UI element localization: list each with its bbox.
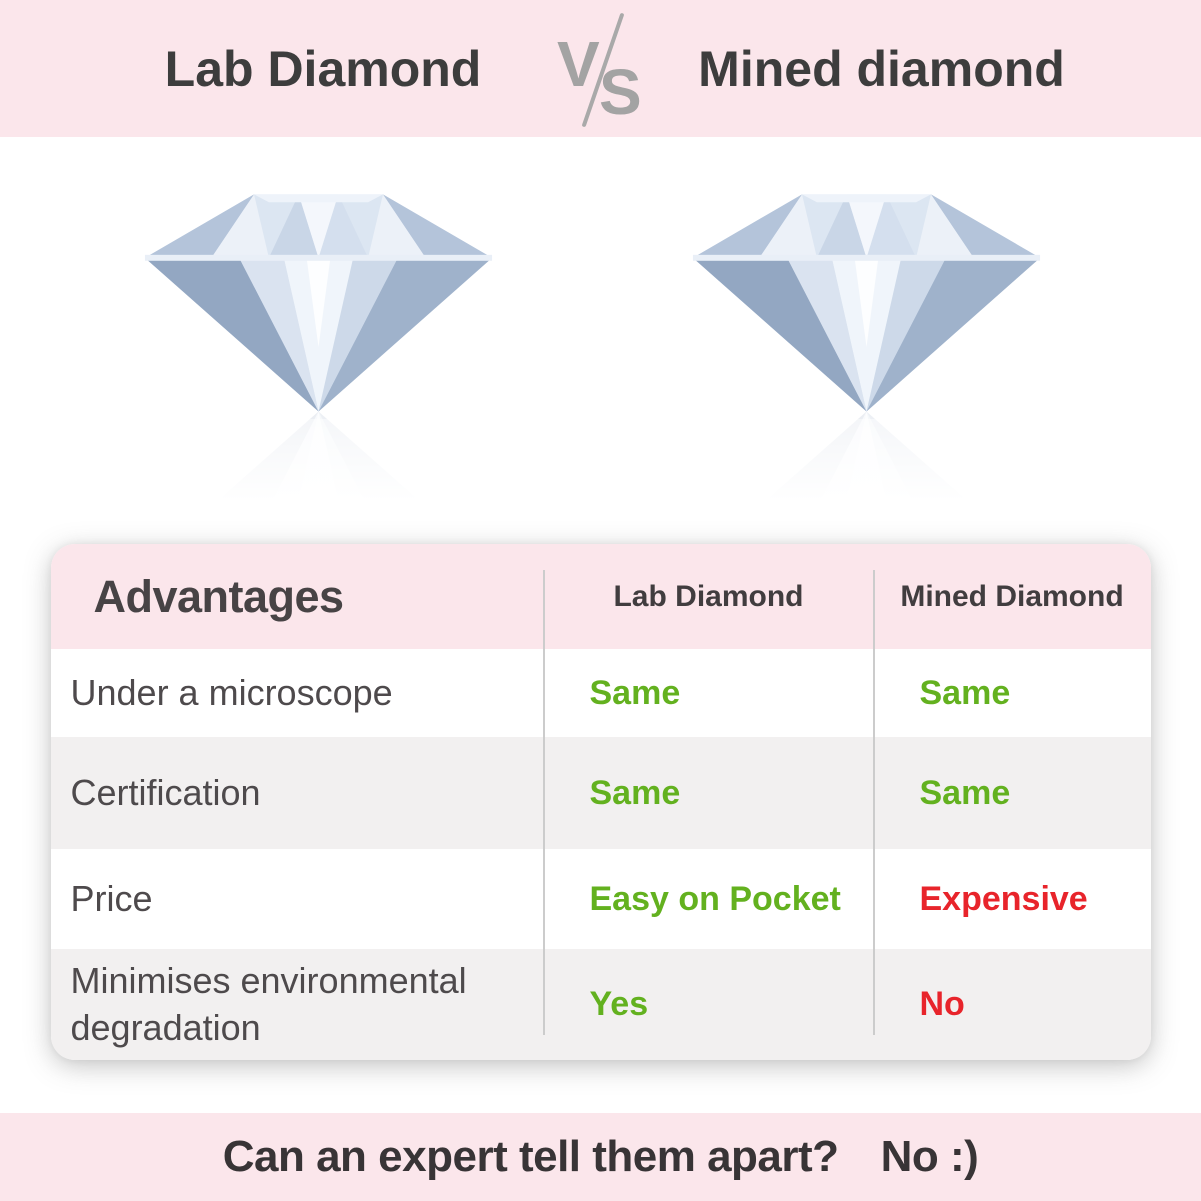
lab-diamond-column-header: Lab Diamond	[613, 579, 804, 613]
row-label: Under a microscope	[70, 671, 393, 713]
vs-icon: V S	[555, 8, 647, 132]
reflection-fade	[688, 419, 1045, 524]
mined-value: Same	[919, 673, 1011, 712]
table-header-row: Advantages Lab Diamond Mined Diamond	[50, 544, 1151, 649]
mined-diamond-image	[688, 187, 1045, 524]
top-banner: Lab Diamond V S Mined diamond	[0, 0, 1201, 137]
mined-diamond-title: Mined diamond	[698, 40, 1065, 97]
lab-value: Same	[589, 773, 681, 812]
mined-diamond-column-header: Mined Diamond	[900, 579, 1124, 613]
row-label: Minimises environmental degradation	[70, 959, 467, 1048]
lab-value: Yes	[589, 985, 649, 1023]
diamond-images-section	[0, 137, 1201, 544]
lab-value: Easy on Pocket	[589, 879, 841, 918]
row-label: Price	[70, 877, 153, 919]
footer-answer: No :)	[880, 1132, 979, 1181]
footer-question: Can an expert tell them apart?	[222, 1132, 839, 1181]
spacer	[0, 1060, 1201, 1113]
comparison-table: Advantages Lab Diamond Mined Diamond Und…	[50, 544, 1151, 1060]
mined-value: No	[919, 985, 965, 1023]
table-row-price: Price Easy on Pocket Expensive	[50, 849, 1151, 949]
table-row-certification: Certification Same Same	[50, 737, 1151, 849]
lab-diamond-image	[140, 187, 497, 524]
row-label: Certification	[70, 771, 261, 813]
table-row-microscope: Under a microscope Same Same	[50, 649, 1151, 737]
lab-diamond-title: Lab Diamond	[164, 40, 482, 97]
vs-letter-s: S	[599, 56, 642, 128]
mined-value: Same	[919, 773, 1011, 812]
lab-value: Same	[589, 673, 681, 712]
column-divider	[872, 570, 875, 1035]
table-row-environment: Minimises environmental degradation Yes …	[50, 949, 1151, 1060]
vs-letter-v: V	[557, 28, 600, 100]
mined-value: Expensive	[919, 879, 1088, 918]
bottom-banner: Can an expert tell them apart? No :)	[0, 1113, 1201, 1201]
reflection-fade	[140, 419, 497, 524]
column-divider	[542, 570, 545, 1035]
advantages-header: Advantages	[93, 570, 345, 622]
